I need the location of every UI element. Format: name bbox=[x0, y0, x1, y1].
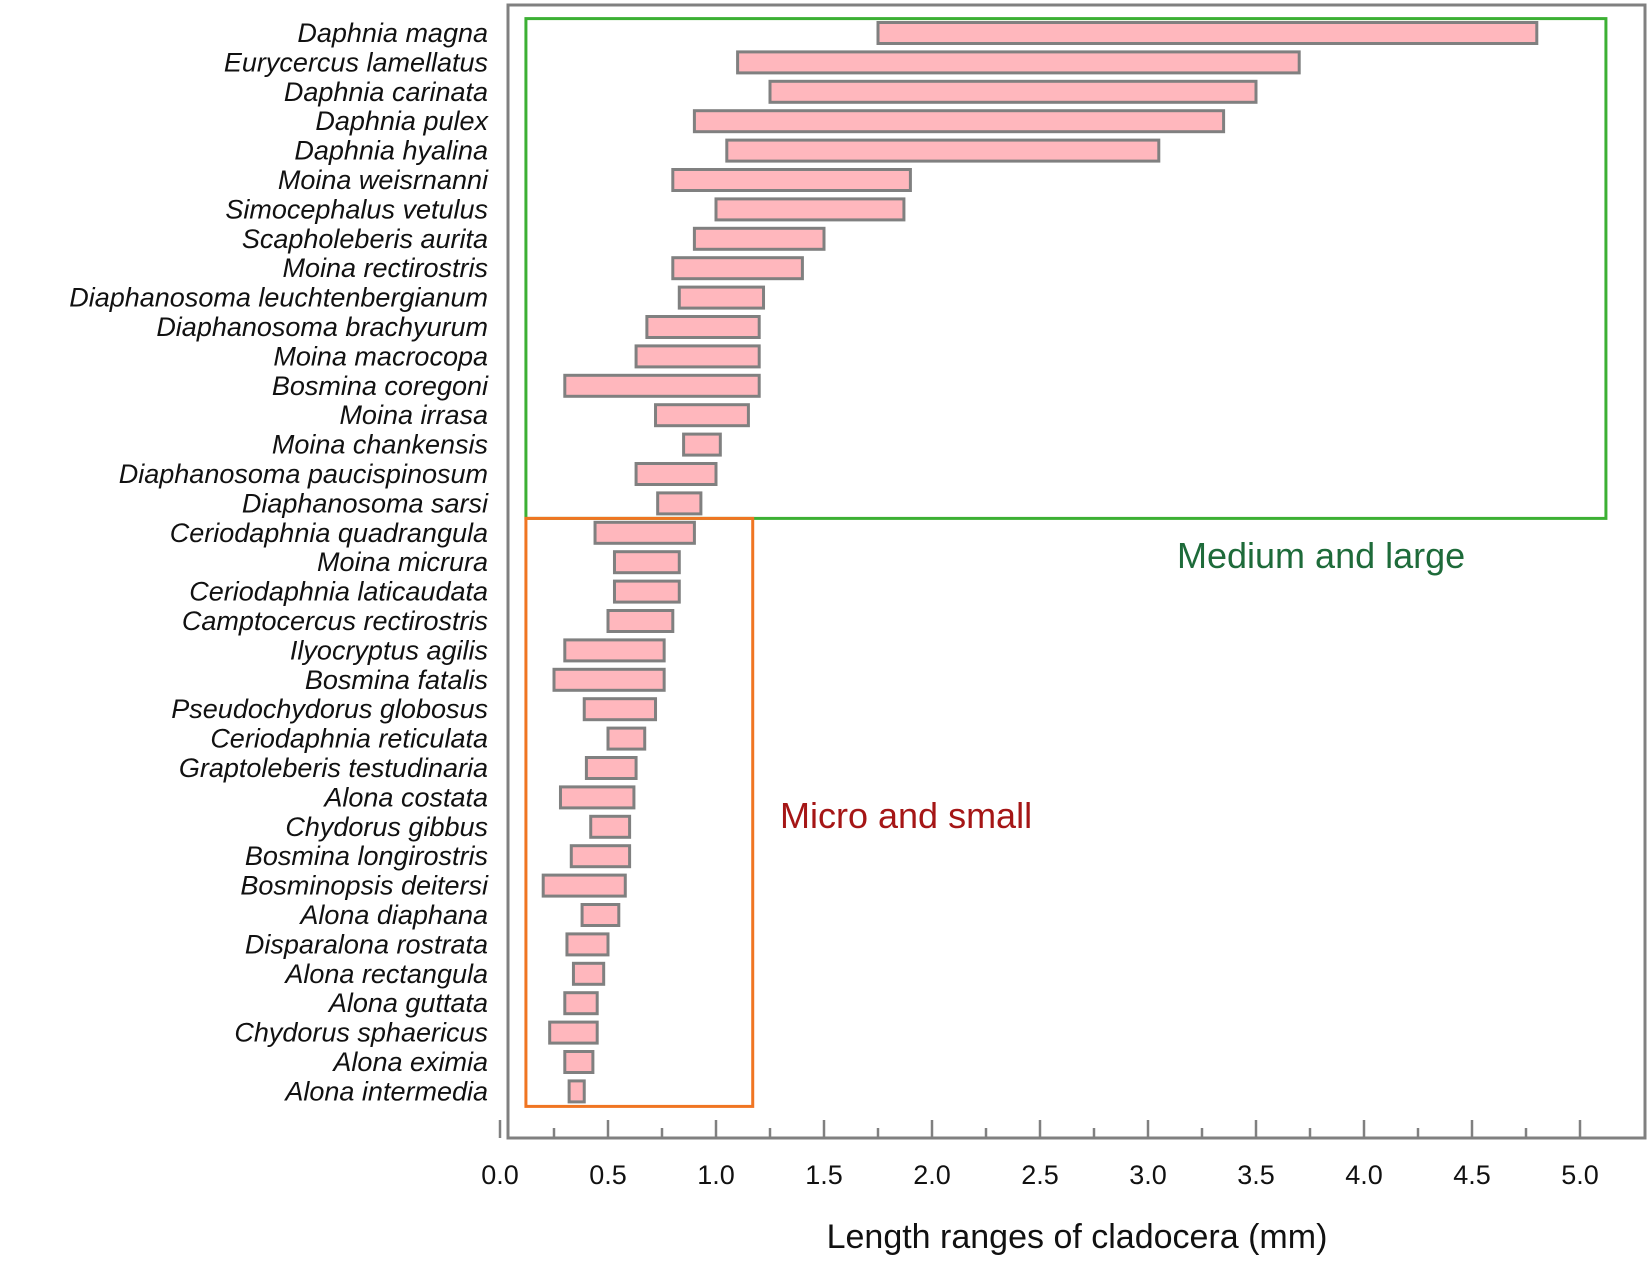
range-bar bbox=[656, 491, 703, 516]
species-label: Diaphanosoma leuchtenbergianum bbox=[69, 283, 488, 313]
species-label: Daphnia hyalina bbox=[294, 136, 488, 166]
species-label: Alona rectangula bbox=[283, 959, 488, 989]
species-label: Daphnia magna bbox=[297, 18, 488, 48]
species-label: Alona diaphana bbox=[298, 900, 488, 930]
species-label: Pseudochydorus globosus bbox=[171, 694, 488, 724]
x-tick-label: 2.5 bbox=[1021, 1160, 1059, 1190]
species-label: Moina rectirostris bbox=[282, 253, 488, 283]
range-bar bbox=[552, 667, 666, 692]
range-bar bbox=[589, 814, 632, 839]
range-bar bbox=[692, 109, 1226, 134]
range-bar bbox=[671, 256, 804, 281]
species-label: Alona intermedia bbox=[283, 1076, 488, 1106]
species-label: Graptoleberis testudinaria bbox=[179, 753, 488, 783]
range-bar bbox=[725, 138, 1161, 163]
x-tick-label: 3.5 bbox=[1237, 1160, 1275, 1190]
range-bar bbox=[567, 1079, 586, 1104]
range-bar bbox=[563, 373, 761, 398]
range-bar bbox=[677, 285, 766, 310]
group-box bbox=[524, 516, 755, 1108]
range-bar bbox=[593, 520, 696, 545]
plot-frame bbox=[506, 3, 1647, 1140]
range-bar bbox=[541, 873, 627, 898]
range-bar bbox=[736, 50, 1301, 75]
x-tick-label: 4.5 bbox=[1453, 1160, 1491, 1190]
range-bar bbox=[548, 1020, 599, 1045]
range-bar bbox=[582, 697, 658, 722]
range-bar bbox=[580, 903, 621, 927]
species-label: Daphnia pulex bbox=[315, 106, 489, 136]
species-label: Scapholeberis aurita bbox=[242, 224, 488, 254]
species-label: Bosminopsis deitersi bbox=[240, 871, 489, 901]
range-bar bbox=[671, 168, 912, 192]
species-label: Diaphanosoma paucispinosum bbox=[119, 459, 488, 489]
species-label: Diaphanosoma brachyurum bbox=[156, 312, 488, 342]
species-label: Chydorus sphaericus bbox=[234, 1018, 488, 1048]
range-bar bbox=[768, 79, 1258, 104]
range-bar bbox=[645, 315, 761, 339]
x-tick-label: 1.5 bbox=[805, 1160, 843, 1190]
range-bar bbox=[569, 844, 632, 869]
group-label: Micro and small bbox=[780, 795, 1032, 836]
species-label: Eurycercus lamellatus bbox=[224, 47, 488, 77]
x-tick-label: 4.0 bbox=[1345, 1160, 1383, 1190]
species-label: Alona guttata bbox=[327, 988, 488, 1018]
species-label: Daphnia carinata bbox=[284, 77, 488, 107]
range-bar bbox=[634, 462, 718, 486]
species-label: Chydorus gibbus bbox=[285, 812, 488, 842]
x-tick-label: 1.0 bbox=[697, 1160, 735, 1190]
species-label: Ceriodaphnia reticulata bbox=[210, 724, 488, 754]
range-bar bbox=[612, 550, 681, 575]
range-bar bbox=[682, 432, 722, 457]
x-tick-label: 3.0 bbox=[1129, 1160, 1167, 1190]
species-label: Ceriodaphnia quadrangula bbox=[170, 518, 488, 548]
species-label: Simocephalus vetulus bbox=[225, 194, 488, 224]
species-label: Ceriodaphnia laticaudata bbox=[189, 577, 488, 607]
species-label: Diaphanosoma sarsi bbox=[242, 488, 489, 518]
x-tick-label: 0.0 bbox=[481, 1160, 519, 1190]
species-label: Disparalona rostrata bbox=[245, 929, 488, 959]
range-bar bbox=[606, 726, 647, 751]
group-label: Medium and large bbox=[1177, 535, 1465, 576]
species-label: Alona eximia bbox=[331, 1047, 488, 1077]
range-bar bbox=[563, 638, 666, 663]
range-bar bbox=[634, 344, 761, 369]
species-label: Alona costata bbox=[322, 782, 488, 812]
range-bar bbox=[612, 579, 681, 604]
species-label: Moina weisrnanni bbox=[278, 165, 489, 195]
range-bar bbox=[558, 785, 636, 810]
species-label: Ilyocryptus agilis bbox=[290, 635, 488, 665]
species-label: Camptocercus rectirostris bbox=[182, 606, 488, 636]
species-label: Bosmina coregoni bbox=[272, 371, 489, 401]
range-bar bbox=[571, 961, 606, 986]
species-label: Moina chankensis bbox=[272, 430, 488, 460]
x-axis-title: Length ranges of cladocera (mm) bbox=[827, 1218, 1328, 1256]
species-label: Moina micrura bbox=[317, 547, 488, 577]
range-bar bbox=[563, 1050, 595, 1074]
range-bar bbox=[584, 756, 638, 780]
species-label: Moina irrasa bbox=[339, 400, 488, 430]
species-label: Bosmina fatalis bbox=[305, 665, 488, 695]
range-bar bbox=[692, 226, 826, 251]
species-label: Moina macrocopa bbox=[273, 341, 488, 371]
x-tick-label: 2.0 bbox=[913, 1160, 951, 1190]
species-label: Bosmina longirostris bbox=[245, 841, 488, 871]
range-bar bbox=[876, 21, 1539, 45]
range-bar bbox=[606, 609, 675, 633]
range-bar bbox=[714, 197, 906, 222]
x-tick-label: 5.0 bbox=[1561, 1160, 1599, 1190]
x-tick-label: 0.5 bbox=[589, 1160, 627, 1190]
group-box bbox=[524, 17, 1608, 520]
range-bar bbox=[563, 991, 599, 1016]
range-bar bbox=[565, 932, 610, 957]
range-bar bbox=[654, 403, 750, 428]
